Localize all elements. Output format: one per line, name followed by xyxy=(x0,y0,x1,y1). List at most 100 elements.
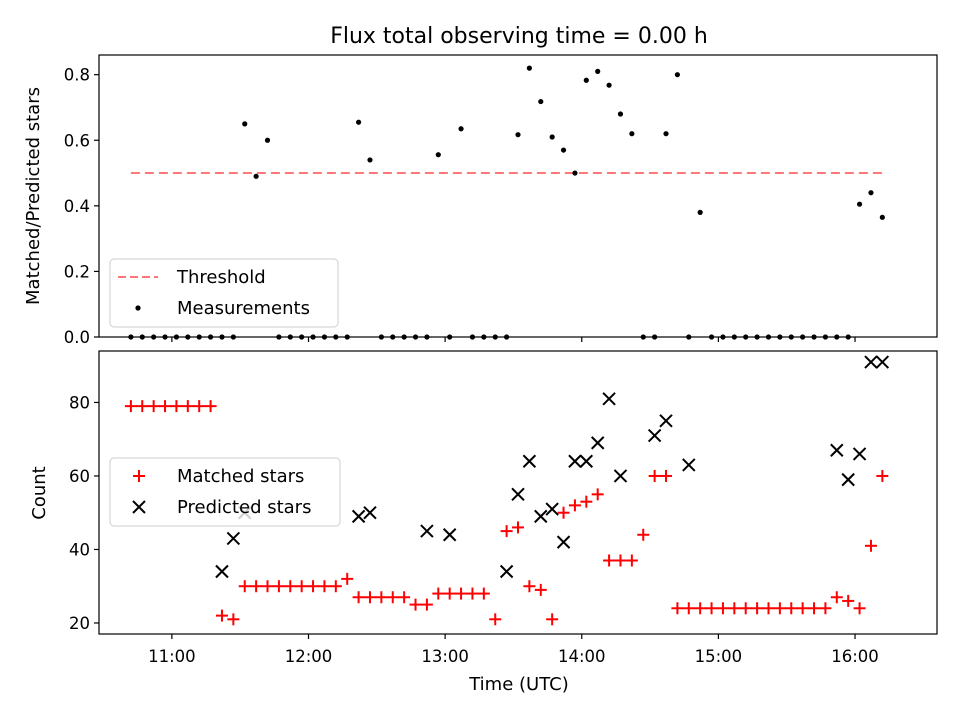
data-point xyxy=(242,121,248,127)
data-point xyxy=(603,554,616,567)
data-point xyxy=(147,400,160,413)
top-y-axis: 0.0 0.2 0.4 0.6 0.8 xyxy=(64,66,99,347)
data-point xyxy=(136,400,149,413)
data-point xyxy=(193,400,206,413)
data-point xyxy=(181,400,194,413)
legend-measurements-swatch xyxy=(135,305,141,311)
data-point xyxy=(307,580,320,593)
y-tick-label: 40 xyxy=(69,540,90,559)
data-point xyxy=(614,554,627,567)
data-point xyxy=(830,591,843,604)
bottom-y-axis-label: Count xyxy=(29,466,50,519)
data-point xyxy=(796,602,809,615)
data-point xyxy=(442,528,457,542)
legend-predicted-label: Predicted stars xyxy=(177,497,311,518)
data-point xyxy=(579,454,594,468)
data-point xyxy=(318,580,331,593)
data-point xyxy=(420,598,433,611)
data-point xyxy=(595,68,601,74)
data-point xyxy=(694,602,707,615)
data-point xyxy=(876,469,889,482)
data-point xyxy=(226,531,241,546)
data-point xyxy=(602,392,616,406)
data-point xyxy=(215,609,228,622)
top-legend-box xyxy=(109,258,339,328)
x-tick-label: 16:00 xyxy=(831,647,879,666)
data-point xyxy=(853,602,866,615)
data-point xyxy=(272,580,285,593)
x-tick-label: 13:00 xyxy=(421,647,469,666)
data-point xyxy=(386,591,399,604)
bottom-plot-area xyxy=(124,355,890,626)
data-point xyxy=(355,119,362,125)
data-point xyxy=(512,521,524,534)
data-point xyxy=(420,524,434,538)
data-point xyxy=(674,72,681,78)
data-point xyxy=(560,147,567,153)
data-point xyxy=(499,564,514,579)
data-point xyxy=(682,602,695,615)
top-legend: Threshold Measurements xyxy=(109,258,339,328)
y-tick-label: 0.8 xyxy=(64,66,90,85)
bottom-legend-box xyxy=(109,457,341,527)
data-point xyxy=(466,587,479,600)
series-predicted-stars xyxy=(215,355,890,579)
series-measurements xyxy=(128,65,885,340)
chart-title: Flux total observing time = 0.00 h xyxy=(330,24,708,49)
data-point xyxy=(435,152,441,158)
top-y-axis-label: Matched/Predicted stars xyxy=(23,87,44,305)
data-point xyxy=(363,591,376,604)
data-point xyxy=(500,525,513,538)
data-point xyxy=(568,454,582,468)
data-point xyxy=(556,535,571,549)
data-point xyxy=(250,580,263,593)
y-tick-label: 60 xyxy=(69,467,90,486)
data-point xyxy=(477,587,490,600)
data-point xyxy=(534,583,547,596)
x-tick-label: 12:00 xyxy=(285,647,333,666)
data-point xyxy=(660,469,673,482)
data-point xyxy=(830,443,844,457)
top-x-axis xyxy=(171,337,856,342)
data-point xyxy=(458,126,464,132)
data-point xyxy=(785,602,798,615)
data-point xyxy=(879,214,885,220)
data-point xyxy=(663,131,669,137)
data-point xyxy=(204,400,217,413)
data-point xyxy=(841,472,855,487)
data-point xyxy=(705,602,718,615)
x-tick-label: 14:00 xyxy=(558,647,606,666)
data-point xyxy=(659,414,673,428)
data-point xyxy=(409,598,422,611)
data-point xyxy=(489,613,502,626)
data-point xyxy=(522,454,537,468)
data-point xyxy=(538,98,544,105)
data-point xyxy=(739,602,752,615)
data-point xyxy=(716,602,729,615)
data-point xyxy=(351,509,366,524)
data-point xyxy=(443,587,456,600)
data-point xyxy=(671,602,684,615)
data-point xyxy=(557,506,570,519)
bottom-x-axis: 11:00 12:00 13:00 14:00 15:00 16:00 xyxy=(148,634,879,666)
data-point xyxy=(215,564,229,579)
data-point xyxy=(697,209,703,215)
data-point xyxy=(398,591,411,604)
legend-matched-label: Matched stars xyxy=(177,466,304,487)
x-tick-label: 11:00 xyxy=(148,647,196,666)
data-point xyxy=(549,134,555,140)
data-point xyxy=(341,572,354,585)
data-point xyxy=(842,594,855,607)
data-point xyxy=(159,400,172,413)
data-point xyxy=(864,355,878,369)
data-point xyxy=(523,580,536,593)
data-point xyxy=(546,613,559,626)
data-point xyxy=(762,602,775,615)
bottom-legend: Matched stars Predicted stars xyxy=(109,457,341,527)
data-point xyxy=(819,602,832,615)
data-point xyxy=(728,602,741,615)
data-point xyxy=(751,602,764,615)
data-point xyxy=(170,400,183,413)
data-point xyxy=(329,580,342,593)
